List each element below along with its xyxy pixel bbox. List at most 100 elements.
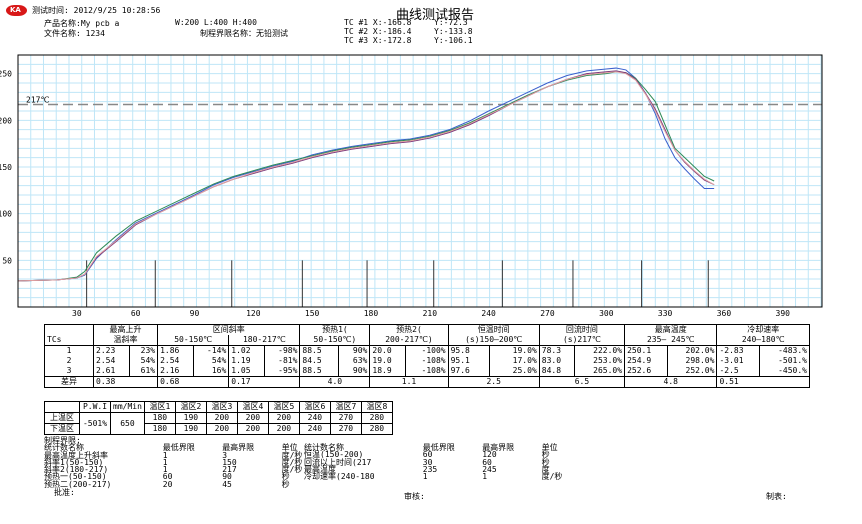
- criteria-right: 统计数名称 最低界限 最高界限 单位 恒温(150-200) 60 120 秒回流以上时间(2…: [304, 443, 594, 482]
- criteria-field: 最高温度上升斜率: [44, 450, 108, 460]
- criteria-field: 217: [222, 465, 237, 475]
- stat-cell: 95.1: [447, 356, 491, 366]
- criteria-field: 预热二(200-217): [44, 479, 112, 489]
- criteria-field: 60: [482, 457, 492, 467]
- criteria-field: 度/秒: [281, 450, 303, 460]
- stat-cell: -81%: [263, 356, 301, 366]
- y-tick-label: 50: [2, 256, 12, 265]
- stat-cell: 23%: [128, 345, 159, 356]
- stat-cell: 222.0%: [574, 345, 626, 356]
- tc2-y: Y:-133.8: [434, 27, 473, 36]
- stat-cell: 202.0%: [666, 345, 718, 356]
- stat-cell: -483.%: [759, 345, 810, 356]
- board-dimensions: W:200 L:400 H:400: [175, 18, 257, 27]
- zt-upper-label: 上温区: [44, 412, 80, 424]
- th-cooling: 冷却速率: [716, 324, 810, 335]
- th-range2: 180-217℃: [228, 335, 301, 346]
- zt-cell: 190: [174, 412, 207, 424]
- zt-zone1: 温区1: [143, 401, 176, 413]
- criteria-field: 1: [162, 457, 168, 467]
- diff-cell: 6.5: [538, 376, 626, 388]
- criteria-field: 1: [422, 472, 428, 482]
- zt-zone7: 温区7: [329, 401, 362, 413]
- y-tick-label: 200: [0, 116, 12, 125]
- stat-cell: 25.0%: [489, 366, 540, 377]
- diff-cell: 0.38: [92, 376, 159, 388]
- series-line: [17, 67, 715, 282]
- zt-pwi-value: -501%: [79, 412, 111, 435]
- diff-label: 差异: [44, 376, 94, 388]
- x-tick-label: 150: [305, 309, 320, 318]
- stat-cell: -501.%: [759, 356, 810, 366]
- criteria-field: 245: [482, 464, 497, 474]
- zt-cell: 200: [236, 412, 269, 424]
- stat-cell: 88.5: [299, 366, 340, 377]
- criteria-heading: 制程界限:: [44, 436, 81, 445]
- tc2-x: TC #2 X:-186.4: [344, 27, 412, 36]
- th-blank: [44, 324, 94, 335]
- criteria-field: 秒: [281, 472, 290, 482]
- criteria-field: 秒: [281, 479, 290, 489]
- stat-cell: 1.02: [228, 345, 265, 356]
- report-title: 曲线测试报告: [396, 8, 475, 23]
- zt-zone3: 温区3: [205, 401, 238, 413]
- x-tick-label: 270: [540, 309, 555, 318]
- stat-cell: 97.6: [447, 366, 491, 377]
- criteria-field: 预热一(50-150): [44, 472, 107, 482]
- zt-cell: 200: [267, 412, 300, 424]
- stat-cell: -2.83: [716, 345, 761, 356]
- th-max-rise: 最高上升: [92, 324, 159, 335]
- criteria-field: 单位: [541, 443, 558, 452]
- diff-cell: 1.1: [369, 376, 449, 388]
- stat-cell: 54%: [128, 356, 159, 366]
- criteria-field: 最高温度: [304, 464, 336, 474]
- chart-grid: [18, 55, 822, 307]
- stat-cell: -98%: [263, 345, 301, 356]
- stat-cell: 19.0: [369, 356, 406, 366]
- th-preheat1: 预热1(: [299, 324, 371, 335]
- stat-cell: -3.01: [716, 356, 761, 366]
- series-lines: [17, 67, 715, 282]
- diff-cell: 4.8: [624, 376, 718, 388]
- stat-cell: -95%: [263, 366, 301, 377]
- stat-cell: 253.0%: [574, 356, 626, 366]
- y-tick-labels: 50 100 150 200 250: [0, 70, 12, 266]
- criteria-field: 回流以上时间(217: [304, 457, 372, 467]
- test-time: 测试时间: 2012/9/25 10:28:56: [32, 6, 161, 15]
- stat-cell: 254.9: [624, 356, 668, 366]
- zone-settings-table: P.W.I mm/Min 温区1 温区2 温区3 温区4 温区5 温区6 温区7…: [44, 401, 393, 435]
- criteria-field: 3: [222, 450, 228, 460]
- zt-zone8: 温区8: [360, 401, 393, 413]
- stat-cell: -108%: [404, 356, 449, 366]
- th-interval-slope: 区间斜率: [157, 324, 301, 335]
- criteria-field: 秒: [541, 457, 550, 467]
- th-cooling-range: 240—180℃: [716, 335, 810, 346]
- diff-cell: 4.0: [299, 376, 371, 388]
- stat-cell: 2.54: [157, 356, 194, 366]
- stats-row: 1 2.23 23% 1.86 -14% 1.02 -98% 88.5 90% 20.0 -100%…: [44, 345, 810, 356]
- stat-cell: 252.0%: [666, 366, 718, 377]
- criteria-field: 150: [222, 457, 237, 467]
- diff-cell: 0.51: [716, 376, 810, 388]
- criteria-field: 恒温(150-200): [304, 450, 364, 460]
- diff-cell: 0.17: [228, 376, 301, 388]
- stat-cell: 54%: [192, 356, 230, 366]
- x-tick-label: 180: [364, 309, 379, 318]
- stat-cell: 84.5: [299, 356, 340, 366]
- x-tick-label: 360: [717, 309, 732, 318]
- stat-cell: 16%: [192, 366, 230, 377]
- zt-lower-label: 下温区: [44, 423, 80, 435]
- tc1-x: TC #1 X:-166.8: [344, 18, 412, 27]
- reference-line-217: 217℃: [18, 95, 822, 106]
- x-tick-label: 60: [131, 309, 141, 318]
- criteria-line: 统计数名称 最低界限 最高界限 单位: [304, 443, 594, 452]
- x-tick-label: 330: [658, 309, 673, 318]
- zone-lines: [86, 260, 709, 307]
- zt-cell: 280: [360, 423, 393, 435]
- zt-cell: 180: [143, 412, 176, 424]
- stat-cell: 2.16: [157, 366, 194, 377]
- diff-cell: 0.68: [157, 376, 230, 388]
- stat-cell: 298.0%: [666, 356, 718, 366]
- tc3-y: Y:-106.1: [434, 36, 473, 45]
- zt-cell: 190: [174, 423, 207, 435]
